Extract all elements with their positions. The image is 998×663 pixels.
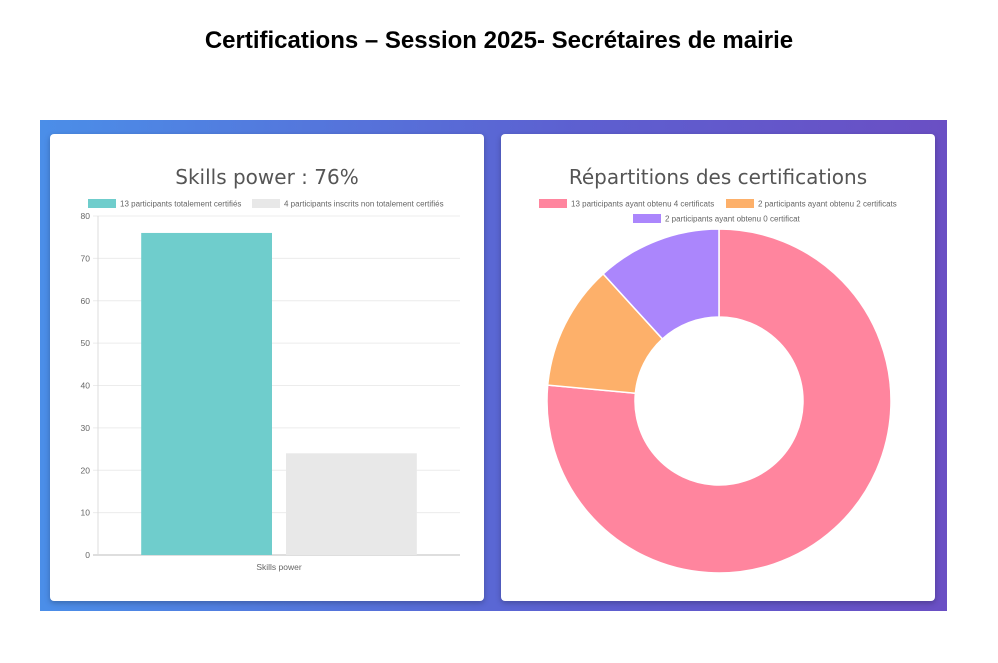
doughnut-chart-title: Répartitions des certifications — [569, 165, 867, 189]
legend-item[interactable]: 13 participants totalement certifiés — [88, 199, 241, 209]
bar-chart-title: Skills power : 76% — [175, 165, 358, 189]
y-tick-label: 50 — [81, 338, 91, 348]
legend-swatch — [539, 199, 567, 208]
y-tick-label: 80 — [81, 211, 91, 221]
page-title: Certifications – Session 2025- Secrétair… — [204, 27, 794, 54]
y-tick-label: 70 — [81, 253, 91, 263]
legend-swatch — [726, 199, 754, 208]
legend-item[interactable]: 13 participants ayant obtenu 4 certifica… — [539, 199, 714, 209]
legend-label: 13 participants ayant obtenu 4 certifica… — [571, 200, 714, 209]
bar-chart-legend: 13 participants totalement certifiés 4 pa… — [88, 199, 444, 209]
bar[interactable] — [141, 232, 272, 555]
legend-label: 2 participants ayant obtenu 0 certificat — [665, 215, 801, 224]
dashboard-banner: Skills power : 76% 13 participants total… — [40, 120, 947, 611]
bar-chart-y-axis: 0 10 20 30 40 50 60 70 80 — [81, 211, 91, 560]
legend-label: 13 participants totalement certifiés — [120, 200, 241, 209]
y-tick-label: 40 — [81, 381, 91, 391]
y-tick-label: 10 — [81, 508, 91, 518]
skills-power-bar-chart: Skills power : 76% 13 participants total… — [81, 165, 460, 572]
doughnut-chart-slices — [546, 228, 892, 574]
bar[interactable] — [286, 453, 417, 555]
legend-item[interactable]: 2 participants ayant obtenu 2 certificat… — [726, 199, 897, 209]
x-tick-label: Skills power — [256, 562, 302, 572]
bar-chart-bars — [141, 232, 417, 555]
y-tick-label: 30 — [81, 423, 91, 433]
legend-label: 4 participants inscrits non totalement c… — [284, 200, 444, 209]
y-tick-label: 0 — [85, 550, 90, 560]
legend-label: 2 participants ayant obtenu 2 certificat… — [758, 200, 897, 209]
legend-item[interactable]: 4 participants inscrits non totalement c… — [252, 199, 444, 209]
legend-swatch — [252, 199, 280, 208]
doughnut-chart-legend: 13 participants ayant obtenu 4 certifica… — [539, 199, 897, 224]
legend-item[interactable]: 2 participants ayant obtenu 0 certificat — [633, 214, 801, 224]
y-tick-label: 60 — [81, 296, 91, 306]
y-tick-label: 20 — [81, 465, 91, 475]
bar-chart-x-axis: Skills power — [256, 562, 302, 572]
legend-swatch — [633, 214, 661, 223]
repartition-card: Répartitions des certifications 13 parti… — [501, 134, 935, 601]
skills-power-card: Skills power : 76% 13 participants total… — [50, 134, 484, 601]
legend-swatch — [88, 199, 116, 208]
doughnut-slice[interactable] — [602, 228, 720, 340]
repartition-doughnut-chart: Répartitions des certifications 13 parti… — [539, 165, 897, 574]
doughnut-slice[interactable] — [546, 228, 892, 574]
